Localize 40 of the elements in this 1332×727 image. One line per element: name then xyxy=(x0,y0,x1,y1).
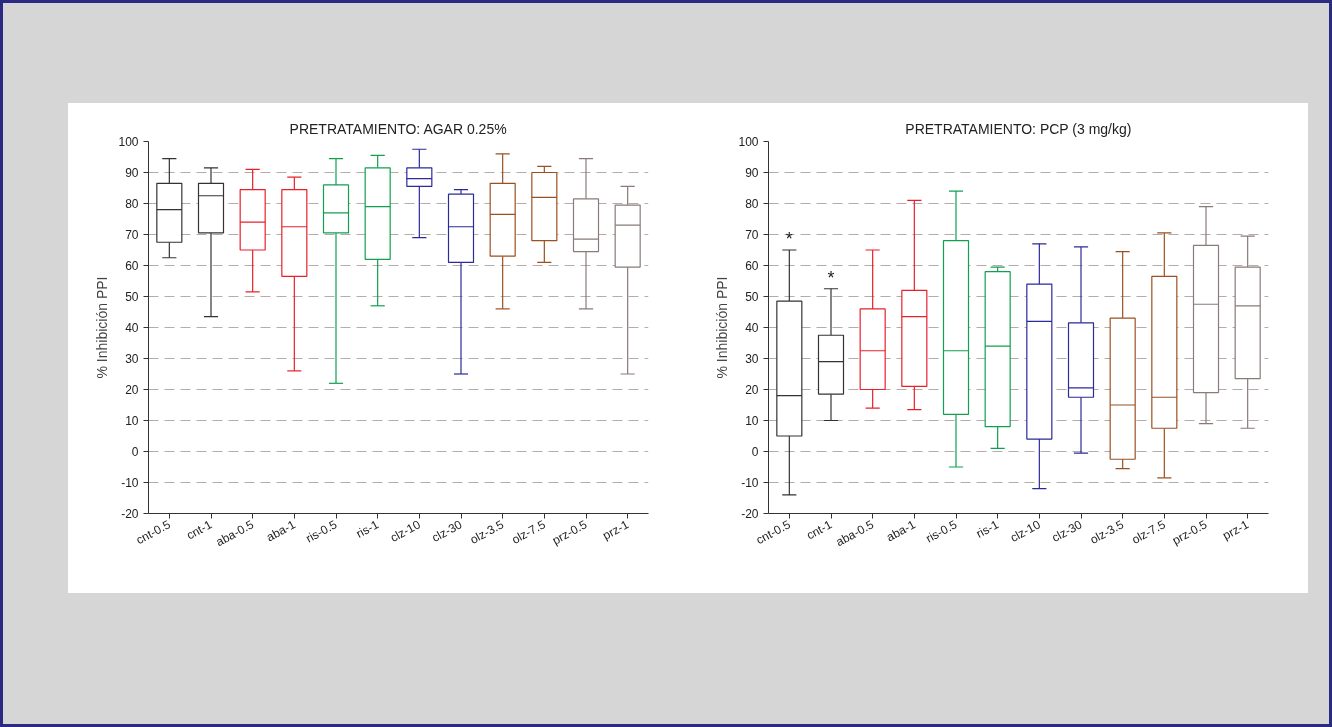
y-tick-label: 30 xyxy=(745,352,759,366)
x-tick-label: ris-1 xyxy=(353,517,382,541)
x-tick-label: aba-1 xyxy=(884,517,918,545)
y-tick-label: 70 xyxy=(745,228,759,242)
y-tick-label: 0 xyxy=(751,445,759,459)
x-tick-label: clz-30 xyxy=(429,517,465,545)
y-tick-label: 80 xyxy=(125,197,139,211)
y-tick-label: -10 xyxy=(741,476,759,490)
y-tick-label: 40 xyxy=(125,321,139,335)
y-tick-label: -20 xyxy=(741,507,759,521)
x-tick-label: clz-30 xyxy=(1049,517,1085,545)
y-tick-label: 0 xyxy=(131,445,139,459)
y-tick-label: 90 xyxy=(125,166,139,180)
chart-title: PRETRATAMIENTO: PCP (3 mg/kg) xyxy=(905,120,1132,137)
y-tick-label: 100 xyxy=(118,135,139,149)
annotation: * xyxy=(827,267,835,288)
y-tick-label: 80 xyxy=(745,197,759,211)
x-tick-label: aba-1 xyxy=(264,517,298,545)
x-tick-label: cnt-1 xyxy=(184,517,215,543)
y-tick-label: 100 xyxy=(738,135,759,149)
y-tick-label: 50 xyxy=(125,290,139,304)
y-tick-label: 50 xyxy=(745,290,759,304)
y-tick-label: 90 xyxy=(745,166,759,180)
x-tick-label: ris-1 xyxy=(973,517,1002,541)
chart-title: PRETRATAMIENTO: AGAR 0.25% xyxy=(289,120,507,137)
y-axis-title: % Inhibición PPI xyxy=(94,276,111,379)
y-tick-label: 10 xyxy=(125,414,139,428)
y-tick-label: 40 xyxy=(745,321,759,335)
annotation: * xyxy=(785,229,793,249)
y-tick-label: 60 xyxy=(745,259,759,273)
y-tick-label: 70 xyxy=(125,228,139,242)
y-tick-label: -10 xyxy=(121,476,139,490)
y-tick-label: 10 xyxy=(745,414,759,428)
y-tick-label: 20 xyxy=(745,383,759,397)
y-tick-label: -20 xyxy=(121,507,139,521)
y-tick-label: 20 xyxy=(125,383,139,397)
y-axis-title: % Inhibición PPI xyxy=(714,276,731,379)
x-tick-label: cnt-1 xyxy=(804,517,835,543)
y-tick-label: 30 xyxy=(125,352,139,366)
y-tick-label: 60 xyxy=(125,259,139,273)
